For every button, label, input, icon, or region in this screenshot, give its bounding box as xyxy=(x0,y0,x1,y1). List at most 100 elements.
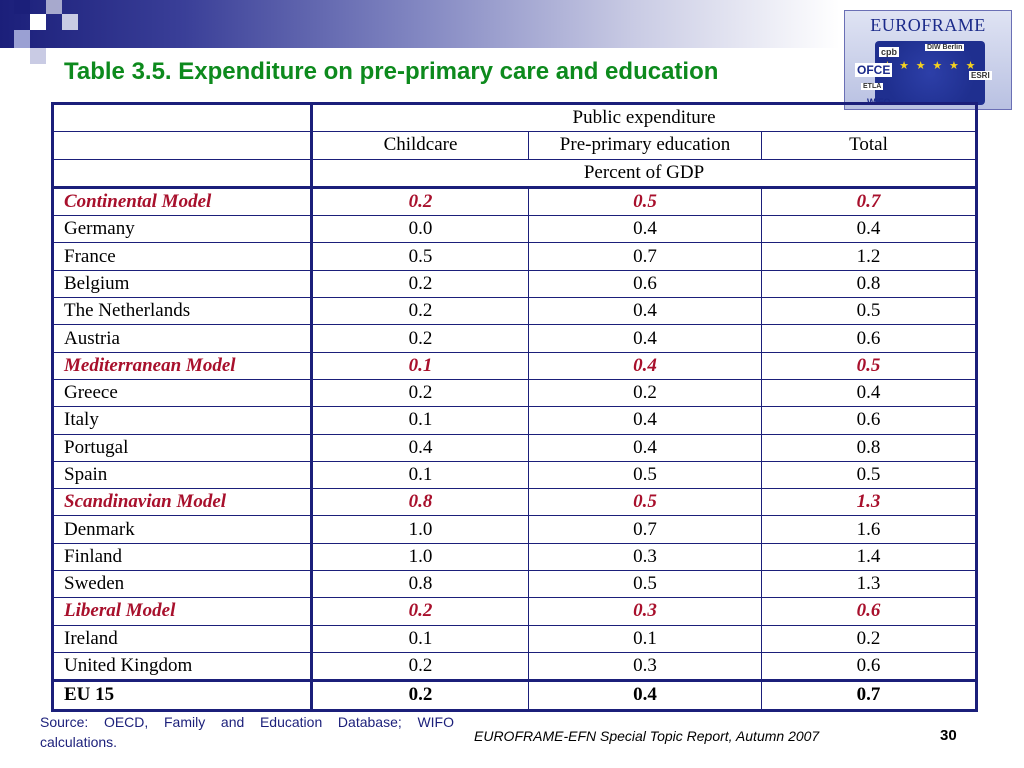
total-value: 0.6 xyxy=(760,324,978,353)
childcare-value: 0.8 xyxy=(310,570,529,599)
partner-logo: cpb xyxy=(879,47,900,57)
total-value: 0.8 xyxy=(760,433,978,462)
preprimary-value: 0.3 xyxy=(528,651,762,682)
preprimary-value: 0.7 xyxy=(528,242,762,271)
row-label: United Kingdom xyxy=(52,651,312,682)
preprimary-value: 0.4 xyxy=(528,351,762,380)
model-row: Scandinavian Model 0.8 0.5 1.3 xyxy=(52,488,978,517)
preprimary-value: 0.4 xyxy=(528,215,762,244)
header-blank-cell xyxy=(52,131,312,160)
childcare-value: 0.1 xyxy=(310,406,529,435)
source-note: Source: OECD, Family and Education Datab… xyxy=(40,714,454,750)
row-label: EU 15 xyxy=(52,679,312,711)
row-label: Liberal Model xyxy=(52,597,312,626)
total-value: 1.4 xyxy=(760,542,978,572)
table-row: Germany 0.0 0.4 0.4 xyxy=(52,215,978,244)
footer-text: EUROFRAME-EFN Special Topic Report, Autu… xyxy=(474,728,820,744)
row-label: Finland xyxy=(52,542,312,572)
row-label: Greece xyxy=(52,378,312,408)
row-label: Italy xyxy=(52,406,312,435)
preprimary-value: 0.5 xyxy=(528,570,762,599)
partner-logo: ETLA xyxy=(861,83,884,90)
total-value: 0.4 xyxy=(760,378,978,408)
total-value: 0.8 xyxy=(760,269,978,299)
table-row: Denmark 1.0 0.7 1.6 xyxy=(52,515,978,544)
header-blank-cell xyxy=(52,102,312,133)
row-label: France xyxy=(52,242,312,271)
childcare-value: 0.2 xyxy=(310,269,529,299)
childcare-value: 0.2 xyxy=(310,378,529,408)
preprimary-value: 0.5 xyxy=(528,460,762,490)
table-header-row: Childcare Pre-primary education Total xyxy=(52,131,978,160)
childcare-value: 0.1 xyxy=(310,351,529,380)
table-row: Ireland 0.1 0.1 0.2 xyxy=(52,624,978,653)
childcare-value: 0.2 xyxy=(310,186,529,217)
decorative-square xyxy=(46,0,62,14)
total-value: 0.5 xyxy=(760,351,978,380)
preprimary-value: 0.3 xyxy=(528,542,762,572)
total-row: EU 15 0.2 0.4 0.7 xyxy=(52,679,978,711)
column-header-childcare: Childcare xyxy=(310,131,529,160)
decorative-square xyxy=(62,14,78,30)
childcare-value: 0.5 xyxy=(310,242,529,271)
table-row: Greece 0.2 0.2 0.4 xyxy=(52,378,978,408)
total-value: 0.6 xyxy=(760,406,978,435)
model-row: Liberal Model 0.2 0.3 0.6 xyxy=(52,597,978,626)
page-number: 30 xyxy=(940,727,957,744)
euroframe-logo: EUROFRAME ★ ★ ★ ★ ★ ★ cpb DIW Berlin OFC… xyxy=(844,10,1012,110)
expenditure-table: Public expenditure Childcare Pre-primary… xyxy=(51,102,979,712)
preprimary-value: 0.2 xyxy=(528,378,762,408)
preprimary-value: 0.6 xyxy=(528,269,762,299)
table-header-row: Percent of GDP xyxy=(52,158,978,189)
total-value: 1.6 xyxy=(760,515,978,544)
decorative-square xyxy=(30,48,46,64)
row-label: Ireland xyxy=(52,624,312,653)
unit-cell: Percent of GDP xyxy=(309,158,978,189)
preprimary-value: 0.4 xyxy=(528,433,762,462)
table-row: Austria 0.2 0.4 0.6 xyxy=(52,324,978,353)
row-label: Scandinavian Model xyxy=(52,488,312,517)
table-row: Belgium 0.2 0.6 0.8 xyxy=(52,269,978,299)
column-header-preprimary: Pre-primary education xyxy=(528,131,762,160)
preprimary-value: 0.5 xyxy=(528,488,762,517)
page-title: Table 3.5. Expenditure on pre-primary ca… xyxy=(64,58,719,85)
row-label: Portugal xyxy=(52,433,312,462)
total-value: 1.3 xyxy=(760,488,978,517)
total-value: 0.5 xyxy=(760,460,978,490)
childcare-value: 1.0 xyxy=(310,515,529,544)
decorative-square xyxy=(14,30,30,48)
total-value: 0.7 xyxy=(760,679,978,711)
childcare-value: 0.1 xyxy=(310,460,529,490)
total-value: 0.5 xyxy=(760,297,978,326)
total-value: 1.3 xyxy=(760,570,978,599)
childcare-value: 0.8 xyxy=(310,488,529,517)
childcare-value: 0.0 xyxy=(310,215,529,244)
table-row: The Netherlands 0.2 0.4 0.5 xyxy=(52,297,978,326)
childcare-value: 0.2 xyxy=(310,597,529,626)
total-value: 0.6 xyxy=(760,597,978,626)
table-row: Spain 0.1 0.5 0.5 xyxy=(52,460,978,490)
row-label: The Netherlands xyxy=(52,297,312,326)
partner-logo: DIW Berlin xyxy=(925,44,965,51)
partner-logo: ESRI xyxy=(969,71,992,80)
table-row: Portugal 0.4 0.4 0.8 xyxy=(52,433,978,462)
column-header-total: Total xyxy=(760,131,978,160)
model-row: Continental Model 0.2 0.5 0.7 xyxy=(52,186,978,217)
total-value: 1.2 xyxy=(760,242,978,271)
row-label: Austria xyxy=(52,324,312,353)
header-group-cell: Public expenditure xyxy=(309,102,978,133)
decorative-square xyxy=(30,14,46,30)
row-label: Mediterranean Model xyxy=(52,351,312,380)
childcare-value: 0.4 xyxy=(310,433,529,462)
total-value: 0.4 xyxy=(760,215,978,244)
childcare-value: 1.0 xyxy=(310,542,529,572)
row-label: Germany xyxy=(52,215,312,244)
table-row: Finland 1.0 0.3 1.4 xyxy=(52,542,978,572)
logo-title: EUROFRAME xyxy=(870,15,986,35)
childcare-value: 0.2 xyxy=(310,324,529,353)
total-value: 0.6 xyxy=(760,651,978,682)
preprimary-value: 0.5 xyxy=(528,186,762,217)
decorative-square xyxy=(14,0,30,14)
childcare-value: 0.1 xyxy=(310,624,529,653)
preprimary-value: 0.4 xyxy=(528,324,762,353)
